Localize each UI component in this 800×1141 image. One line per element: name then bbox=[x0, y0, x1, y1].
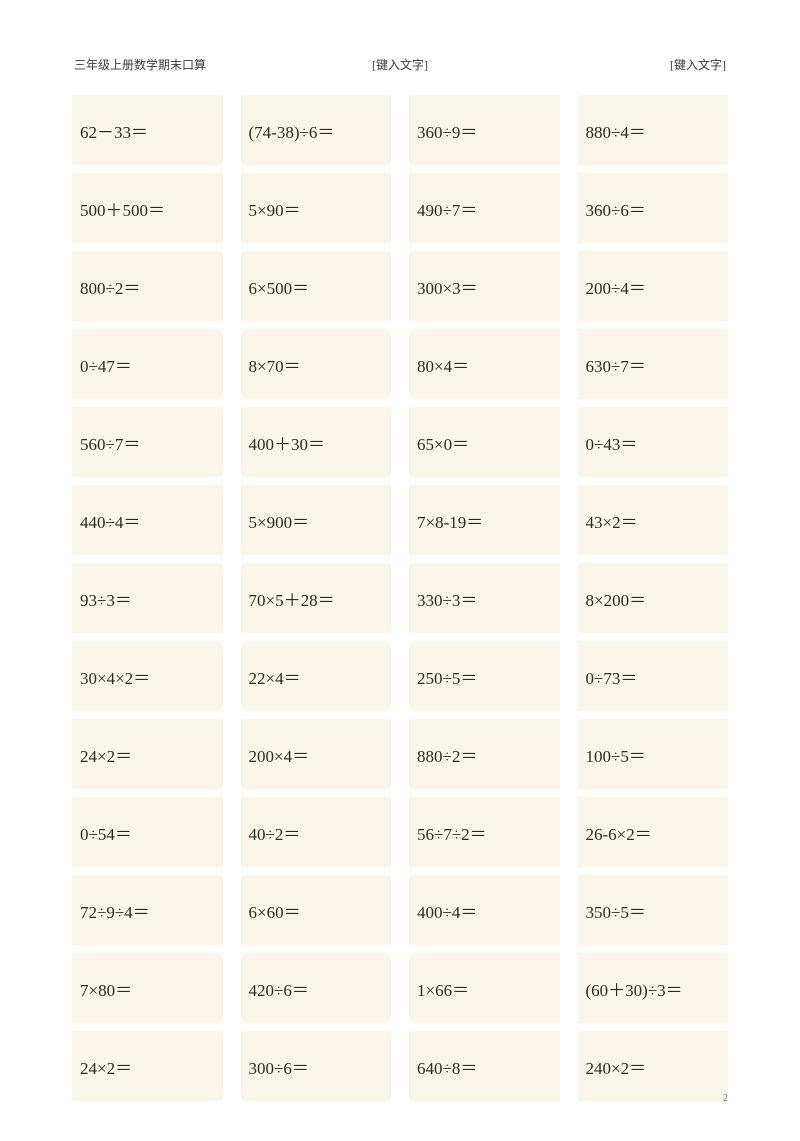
problem-cell: 93÷3＝ bbox=[72, 563, 223, 633]
problem-cell: 490÷7＝ bbox=[409, 173, 560, 243]
problem-cell: 800÷2＝ bbox=[72, 251, 223, 321]
problem-cell: 24×2＝ bbox=[72, 719, 223, 789]
problem-cell: 250÷5＝ bbox=[409, 641, 560, 711]
problem-cell: 8×70＝ bbox=[241, 329, 392, 399]
problem-cell: 7×8-19＝ bbox=[409, 485, 560, 555]
header-right: [键入文字] bbox=[509, 56, 726, 73]
problem-cell: 62－33＝ bbox=[72, 95, 223, 165]
problem-cell: 360÷9＝ bbox=[409, 95, 560, 165]
problem-cell: 300÷6＝ bbox=[241, 1031, 392, 1101]
problem-cell: 100÷5＝ bbox=[578, 719, 729, 789]
problem-cell: 640÷8＝ bbox=[409, 1031, 560, 1101]
problem-cell: 72÷9÷4＝ bbox=[72, 875, 223, 945]
page-header: 三年级上册数学期末口算 [键入文字] [键入文字] bbox=[72, 56, 728, 73]
problems-grid: 62－33＝ (74-38)÷6＝360÷9＝ 880÷4＝ 500＋500＝ 5×90… bbox=[72, 95, 728, 1101]
problem-cell: (74-38)÷6＝ bbox=[241, 95, 392, 165]
problem-cell: 6×500＝ bbox=[241, 251, 392, 321]
problem-cell: 420÷6＝ bbox=[241, 953, 392, 1023]
problem-cell: 65×0＝ bbox=[409, 407, 560, 477]
problem-cell: 70×5＋28＝ bbox=[241, 563, 392, 633]
problem-cell: 300×3＝ bbox=[409, 251, 560, 321]
problem-cell: 240×2＝ bbox=[578, 1031, 729, 1101]
problem-cell: 0÷54＝ bbox=[72, 797, 223, 867]
problem-cell: 560÷7＝ bbox=[72, 407, 223, 477]
problem-cell: 500＋500＝ bbox=[72, 173, 223, 243]
problem-cell: 350÷5＝ bbox=[578, 875, 729, 945]
header-left: 三年级上册数学期末口算 bbox=[74, 56, 291, 73]
problem-cell: 0÷47＝ bbox=[72, 329, 223, 399]
problem-cell: 200÷4＝ bbox=[578, 251, 729, 321]
problem-cell: 0÷43＝ bbox=[578, 407, 729, 477]
header-center: [键入文字] bbox=[291, 56, 508, 73]
problem-cell: 360÷6＝ bbox=[578, 173, 729, 243]
problem-cell: 80×4＝ bbox=[409, 329, 560, 399]
problem-cell: 40÷2＝ bbox=[241, 797, 392, 867]
problem-cell: 440÷4＝ bbox=[72, 485, 223, 555]
problem-cell: 30×4×2＝ bbox=[72, 641, 223, 711]
problem-cell: 56÷7÷2＝ bbox=[409, 797, 560, 867]
problem-cell: 43×2＝ bbox=[578, 485, 729, 555]
problem-cell: 24×2＝ bbox=[72, 1031, 223, 1101]
problem-cell: 880÷4＝ bbox=[578, 95, 729, 165]
problem-cell: 880÷2＝ bbox=[409, 719, 560, 789]
problem-cell: 630÷7＝ bbox=[578, 329, 729, 399]
problem-cell: 5×90＝ bbox=[241, 173, 392, 243]
problem-cell: 5×900＝ bbox=[241, 485, 392, 555]
problem-cell: 330÷3＝ bbox=[409, 563, 560, 633]
problem-cell: 7×80＝ bbox=[72, 953, 223, 1023]
problem-cell: 400＋30＝ bbox=[241, 407, 392, 477]
problem-cell: 22×4＝ bbox=[241, 641, 392, 711]
problem-cell: (60＋30)÷3＝ bbox=[578, 953, 729, 1023]
page-number: 2 bbox=[723, 1093, 728, 1104]
problem-cell: 0÷73＝ bbox=[578, 641, 729, 711]
problem-cell: 400÷4＝ bbox=[409, 875, 560, 945]
problem-cell: 1×66＝ bbox=[409, 953, 560, 1023]
problem-cell: 26-6×2＝ bbox=[578, 797, 729, 867]
problem-cell: 200×4＝ bbox=[241, 719, 392, 789]
problem-cell: 6×60＝ bbox=[241, 875, 392, 945]
problem-cell: 8×200＝ bbox=[578, 563, 729, 633]
